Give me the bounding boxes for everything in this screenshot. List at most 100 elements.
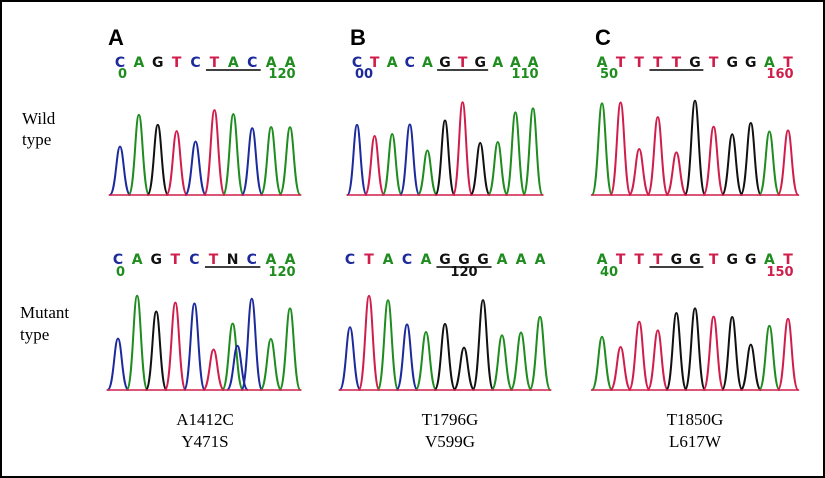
- base-letter: T: [458, 55, 468, 71]
- base-letter: A: [387, 55, 398, 71]
- base-letter: G: [152, 55, 164, 71]
- base-letter: T: [171, 252, 181, 268]
- base-letter: A: [422, 55, 433, 71]
- base-letter: G: [689, 55, 701, 71]
- base-letter: G: [458, 252, 470, 268]
- position-number: 120: [268, 265, 295, 280]
- base-letter: T: [616, 252, 626, 268]
- row-label: type: [22, 130, 51, 149]
- base-letter: A: [535, 252, 546, 268]
- trace-peak: [739, 343, 763, 391]
- base-letter: A: [132, 252, 143, 268]
- trace-peak: [399, 123, 421, 196]
- mutation-label: Y471S: [181, 432, 228, 451]
- base-letter: G: [671, 252, 683, 268]
- trace-peak: [683, 99, 707, 196]
- trace-peak: [163, 301, 187, 391]
- trace-peak: [665, 151, 688, 196]
- trace-peak: [720, 133, 744, 196]
- trace-peak: [702, 125, 725, 196]
- trace-peak: [416, 149, 439, 196]
- base-letter: A: [597, 252, 608, 268]
- base-letter: C: [113, 252, 123, 268]
- trace-peak: [720, 316, 744, 391]
- position-number: 160: [766, 67, 793, 82]
- panel-label: B: [350, 25, 366, 50]
- trace-peak: [665, 312, 688, 391]
- mutation-label: A1412C: [176, 410, 234, 429]
- base-letter: T: [616, 55, 626, 71]
- trace-peak: [184, 140, 207, 196]
- trace-peak: [609, 101, 632, 196]
- trace-peak: [646, 329, 670, 391]
- position-number: 40: [600, 265, 618, 280]
- base-letter: G: [726, 55, 738, 71]
- position-number: 0: [118, 67, 127, 82]
- trace-peak: [338, 326, 362, 391]
- position-number: 120: [268, 67, 295, 82]
- base-letter: C: [402, 252, 412, 268]
- trace-peak: [522, 107, 544, 196]
- trace-peak: [509, 331, 533, 391]
- trace-peak: [259, 126, 283, 196]
- trace-peak: [182, 302, 206, 391]
- trace-peak: [490, 334, 514, 391]
- position-number: 0: [116, 265, 125, 280]
- base-letter: A: [285, 252, 296, 268]
- base-letter: A: [516, 252, 527, 268]
- trace-peak: [758, 130, 781, 196]
- trace-peak: [702, 315, 725, 391]
- trace-peak: [346, 123, 368, 196]
- base-letter: C: [352, 55, 362, 71]
- base-letter: A: [266, 55, 277, 71]
- base-letter: T: [653, 252, 663, 268]
- trace-peak: [376, 299, 400, 391]
- panel-label: A: [108, 25, 124, 50]
- base-letter: T: [210, 55, 220, 71]
- position-number: 50: [600, 67, 618, 82]
- trace-peak: [609, 346, 632, 391]
- trace-peak: [259, 337, 283, 391]
- trace-peak: [471, 299, 495, 391]
- base-letter: A: [492, 55, 503, 71]
- trace-peak: [739, 121, 763, 196]
- trace-peak: [221, 322, 245, 391]
- mutation-label: T1796G: [422, 410, 479, 429]
- base-letter: C: [247, 252, 257, 268]
- trace-peak: [108, 145, 132, 196]
- base-letter: A: [285, 55, 296, 71]
- base-letter: G: [439, 55, 451, 71]
- base-letter: C: [115, 55, 125, 71]
- trace-peak: [381, 132, 403, 196]
- base-letter: T: [783, 55, 793, 71]
- mutation-label: V599G: [425, 432, 475, 451]
- base-letter: C: [189, 252, 199, 268]
- base-letter: T: [370, 55, 380, 71]
- trace-peak: [469, 141, 491, 196]
- row-label: Mutant: [20, 303, 69, 322]
- trace-peak: [434, 119, 456, 196]
- base-letter: A: [528, 55, 539, 71]
- base-letter: T: [364, 252, 374, 268]
- trace-peak: [395, 323, 419, 391]
- base-letter: T: [172, 55, 182, 71]
- base-letter: A: [497, 252, 508, 268]
- trace-peak: [758, 324, 781, 391]
- base-letter: A: [421, 252, 432, 268]
- base-letter: C: [345, 252, 355, 268]
- trace-peak: [646, 116, 670, 196]
- trace-peak: [202, 348, 226, 391]
- base-letter: A: [764, 55, 775, 71]
- trace-peak: [627, 148, 651, 196]
- trace-peak: [776, 317, 800, 391]
- base-letter: A: [265, 252, 276, 268]
- trace-peak: [146, 123, 170, 196]
- base-letter: A: [510, 55, 521, 71]
- position-number: 00: [355, 67, 373, 82]
- trace-peak: [504, 111, 527, 196]
- base-letter: A: [133, 55, 144, 71]
- base-letter: A: [764, 252, 775, 268]
- trace-peak: [414, 330, 438, 391]
- base-letter: C: [190, 55, 200, 71]
